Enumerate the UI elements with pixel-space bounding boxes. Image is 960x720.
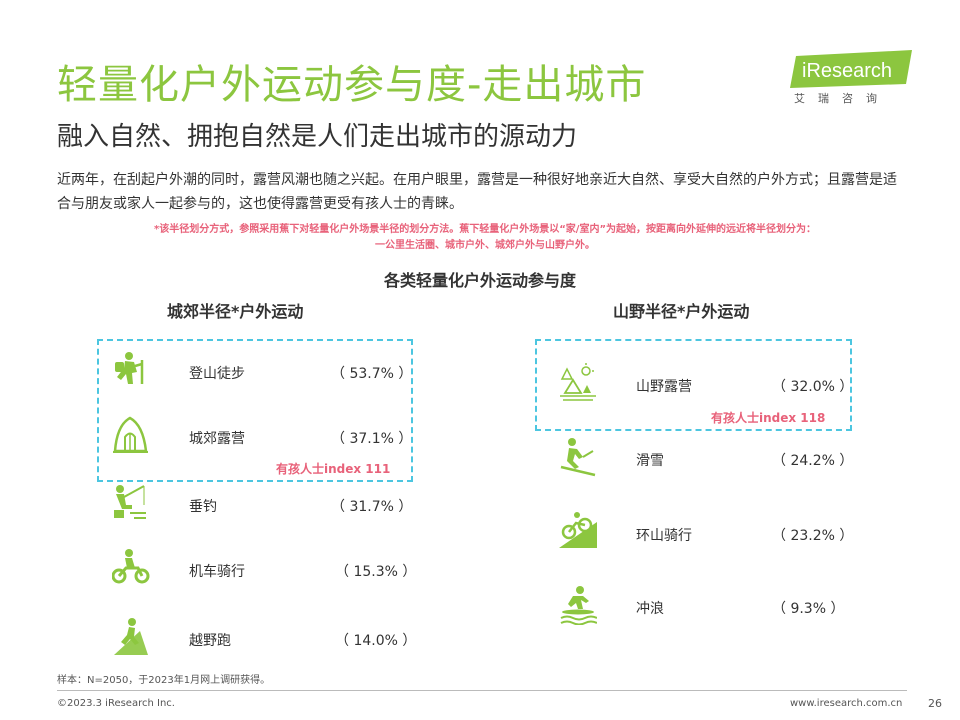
item-value: （ 53.7% ） <box>331 363 412 383</box>
intro-paragraph: 近两年，在刮起户外潮的同时，露营风潮也随之兴起。在用户眼里，露营是一种很好地亲近… <box>57 168 907 216</box>
radius-note: *该半径划分方式，参照采用蕉下对轻量化户外场景半径的划分方法。蕉下轻量化户外场景… <box>80 222 890 254</box>
suburban-kids-index: 有孩人士index 111 <box>276 460 390 477</box>
wild-camping-icon <box>559 363 597 403</box>
item-value: （ 31.7% ） <box>331 496 412 516</box>
item-value: （ 23.2% ） <box>772 525 853 545</box>
item-label: 垂钓 <box>189 496 217 516</box>
item-value: （ 15.3% ） <box>335 561 416 581</box>
list-item-hiking: 登山徒步 （ 53.7% ） <box>112 350 412 394</box>
wild-kids-index: 有孩人士index 118 <box>711 409 825 426</box>
list-item-fishing: 垂钓 （ 31.7% ） <box>112 483 412 527</box>
page-subtitle: 融入自然、拥抱自然是人们走出城市的源动力 <box>57 116 577 153</box>
item-label: 环山骑行 <box>636 525 692 545</box>
copyright: ©2023.3 iResearch Inc. <box>57 698 175 709</box>
item-value: （ 37.1% ） <box>331 428 412 448</box>
page-title: 轻量化户外运动参与度-走出城市 <box>57 52 646 110</box>
tent-icon <box>112 415 150 455</box>
suburban-group-title: 城郊半径*户外运动 <box>167 298 303 322</box>
list-item-trail-running: 越野跑 （ 14.0% ） <box>112 617 412 661</box>
item-label: 城郊露营 <box>189 428 245 448</box>
iresearch-logo: iResearch 艾瑞咨询 <box>790 50 915 108</box>
radius-note-line-1: *该半径划分方式，参照采用蕉下对轻量化户外场景半径的划分方法。蕉下轻量化户外场景… <box>80 222 890 238</box>
item-value: （ 14.0% ） <box>335 630 416 650</box>
skiing-icon <box>559 437 597 477</box>
logo-cn-text: 艾瑞咨询 <box>794 90 914 106</box>
list-item-suburban-camping: 城郊露营 （ 37.1% ） <box>112 415 412 459</box>
mountain-biking-icon <box>559 512 597 552</box>
list-item-wild-camping: 山野露营 （ 32.0% ） <box>559 363 859 407</box>
item-label: 山野露营 <box>636 376 692 396</box>
logo-text: iResearch <box>802 60 892 83</box>
wild-group-title: 山野半径*户外运动 <box>613 298 749 322</box>
list-item-surfing: 冲浪 （ 9.3% ） <box>559 585 859 629</box>
chart-title: 各类轻量化户外运动参与度 <box>0 267 960 291</box>
item-label: 越野跑 <box>189 630 231 650</box>
item-value: （ 24.2% ） <box>772 450 853 470</box>
motorcycle-icon <box>112 548 150 588</box>
item-value: （ 9.3% ） <box>772 598 844 618</box>
hiking-icon <box>112 350 150 390</box>
surfing-icon <box>559 585 597 625</box>
list-item-mountain-biking: 环山骑行 （ 23.2% ） <box>559 512 859 556</box>
trail-running-icon <box>112 617 150 657</box>
item-label: 滑雪 <box>636 450 664 470</box>
fishing-icon <box>112 483 150 523</box>
footer-divider <box>57 690 907 691</box>
item-label: 冲浪 <box>636 598 664 618</box>
list-item-skiing: 滑雪 （ 24.2% ） <box>559 437 859 481</box>
website-link[interactable]: www.iresearch.com.cn <box>790 698 902 709</box>
item-label: 机车骑行 <box>189 561 245 581</box>
radius-note-line-2: 一公里生活圈、城市户外、城郊户外与山野户外。 <box>80 238 890 254</box>
item-value: （ 32.0% ） <box>772 376 853 396</box>
item-label: 登山徒步 <box>189 363 245 383</box>
page-number: 26 <box>928 697 942 710</box>
sample-footnote: 样本：N=2050，于2023年1月网上调研获得。 <box>57 671 270 686</box>
list-item-motorcycle: 机车骑行 （ 15.3% ） <box>112 548 412 592</box>
